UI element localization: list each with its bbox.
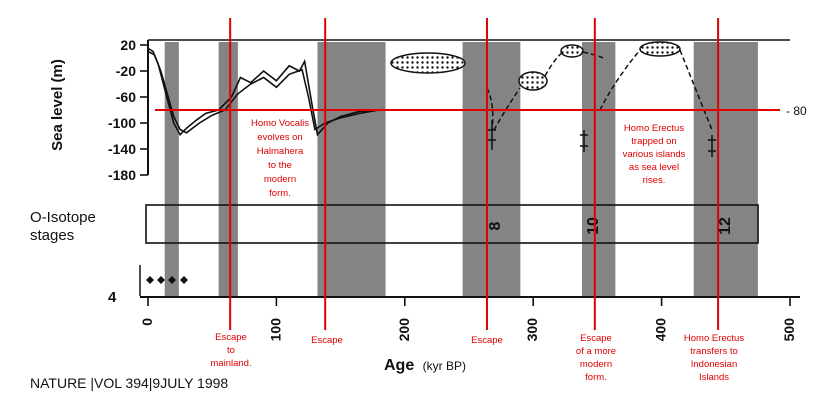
y-tick-label: -20 [116,63,136,79]
bottom-tick-label: 4 [108,289,117,306]
error-bar-2 [580,130,588,152]
y-ticks: 20 -20 -60 -100 -140 -180 [108,37,148,183]
svg-text:Homo Erectus: Homo Erectus [684,333,744,344]
glacial-band-2 [218,42,238,296]
citation: NATURE |VOL 394|9JULY 1998 [30,375,228,391]
x-axis-label-main: Age [384,357,414,374]
highstand-ellipse-3 [560,44,584,58]
svg-text:Islands: Islands [699,372,729,383]
highstand-ellipse-4 [639,41,681,57]
y-tick-label: 20 [120,37,136,53]
svg-text:modern: modern [580,359,612,370]
glacial-band-6 [693,42,758,296]
annotation-vocalis: Homo Vocalis evolves on Halmahera to the… [251,118,309,199]
y-tick-label: -60 [116,89,136,105]
svg-text:form.: form. [585,372,607,383]
svg-text:as sea level: as sea level [629,162,679,173]
x-tick-label: 400 [653,318,669,342]
error-bar-1 [488,120,496,150]
red-event-markers [229,18,720,330]
x-tick-label: 300 [524,318,540,342]
annotation-escape-modern: Escape of a more modern form. [576,333,616,383]
high-stand-markers [390,41,716,157]
isotope-stage-labels: 8 10 12 [487,217,734,235]
x-tick-label: 0 [139,318,155,326]
highstand-ellipse-2 [518,71,548,91]
error-bar-3 [708,135,716,157]
dashed-segment-6 [679,49,713,131]
svg-text:Escape: Escape [471,335,503,346]
isotope-stage-box [145,204,759,244]
isotope-stage-label: 10 [585,217,602,235]
svg-text:to: to [227,345,235,356]
annotation-erectus-trapped: Homo Erectus trapped on various islands … [623,123,686,186]
annotation-escape-3: Escape [471,335,503,346]
svg-text:Escape: Escape [580,333,612,344]
annotation-escape-mainland: Escape to mainland. [210,332,251,369]
svg-text:form.: form. [269,188,291,199]
svg-text:evolves on: evolves on [257,132,302,143]
svg-text:modern: modern [264,174,296,185]
svg-text:rises.: rises. [643,175,666,186]
isotope-stage-label: 12 [717,217,734,235]
svg-text:Indonesian: Indonesian [691,359,737,370]
isotope-label-line1: O-Isotope [30,209,96,226]
glacial-band-5 [581,42,616,296]
svg-text:Homo Vocalis: Homo Vocalis [251,118,309,129]
annotation-escape-2: Escape [311,335,343,346]
glacial-band-3 [317,42,386,296]
svg-text:trapped on: trapped on [631,136,676,147]
glacial-band-1 [164,42,179,296]
isotope-stage-label: 8 [487,221,504,230]
x-ticks: 0 100 200 300 400 500 [139,297,797,341]
annotation-erectus-transfers: Homo Erectus transfers to Indonesian Isl… [684,333,744,383]
svg-text:to the: to the [268,160,292,171]
svg-text:various islands: various islands [623,149,686,160]
y-tick-label: -180 [108,167,136,183]
dashed-segment-5 [599,49,641,111]
dashed-segment-1 [486,87,494,131]
svg-text:Escape: Escape [215,332,247,343]
x-tick-label: 200 [396,318,412,342]
svg-text:Halmahera: Halmahera [257,146,304,157]
glacial-bands [164,42,758,296]
dashed-segment-4 [582,51,604,59]
svg-text:mainland.: mainland. [210,358,251,369]
x-axis-label: Age (kyr BP) [384,357,466,374]
x-axis-label-unit: (kyr BP) [423,359,466,373]
y-axis-label: Sea level (m) [49,59,66,151]
reference-level-label: - 80 [786,104,807,118]
isotope-label-line2: stages [30,227,74,244]
diamond-markers [146,276,188,284]
x-tick-label: 500 [781,318,797,342]
dashed-segment-3 [544,51,564,77]
sea-level-curve-2 [147,50,380,134]
highstand-ellipse-1 [390,52,466,74]
glacial-band-4 [462,42,521,296]
y-tick-label: -140 [108,141,136,157]
svg-text:transfers to: transfers to [690,346,738,357]
x-tick-label: 100 [267,318,283,342]
y-tick-label: -100 [108,115,136,131]
svg-text:Homo Erectus: Homo Erectus [624,123,684,134]
svg-text:Escape: Escape [311,335,343,346]
dashed-segment-2 [493,87,521,131]
svg-text:of a more: of a more [576,346,616,357]
